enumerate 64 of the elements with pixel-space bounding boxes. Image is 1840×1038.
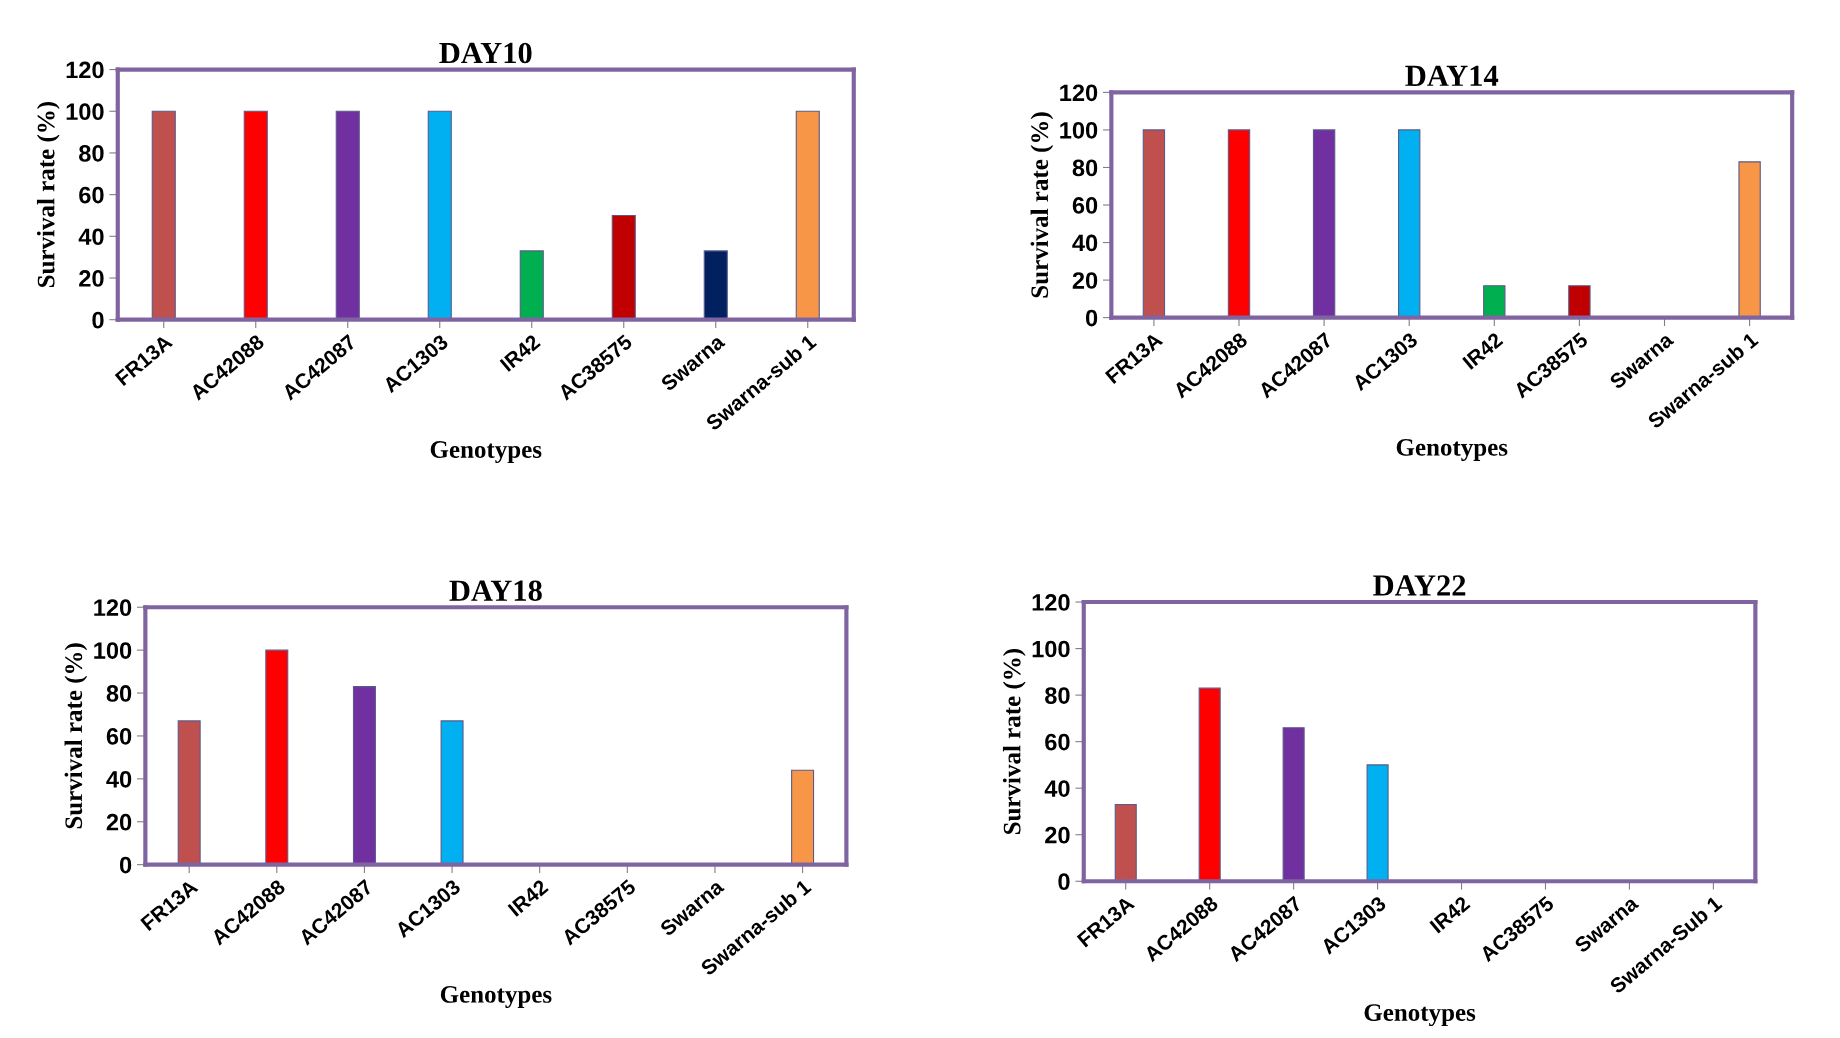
y-tick-label: 40 [1044, 780, 1070, 797]
y-tick-label: 80 [106, 685, 132, 702]
bar [1312, 129, 1336, 318]
y-axis-title: Survival rate (%) [1002, 649, 1026, 835]
bar [1142, 129, 1166, 318]
bar [1398, 129, 1421, 318]
y-tick-label: 60 [1072, 197, 1098, 214]
y-tick-label: 80 [1072, 159, 1098, 177]
bar [795, 110, 820, 320]
x-axis-title: Genotypes [440, 986, 552, 1009]
bar [703, 250, 728, 320]
y-tick-label: 60 [79, 186, 104, 204]
y-tick-label: 40 [106, 770, 132, 788]
y-tick-label: 60 [1045, 733, 1070, 751]
y-tick-label: 20 [1045, 826, 1070, 844]
y-tick-label: 0 [1085, 309, 1098, 327]
bar [177, 720, 201, 865]
bar [1366, 764, 1389, 882]
y-tick-label: 20 [1072, 272, 1098, 289]
y-axis-title: Survival rate (%) [36, 101, 60, 288]
bar [1282, 727, 1305, 882]
chart-title: DAY18 [449, 580, 542, 602]
x-axis-title: Genotypes [1396, 439, 1508, 461]
chart-title: DAY10 [439, 42, 532, 64]
y-tick-label: 40 [1072, 234, 1098, 252]
bar [1568, 285, 1591, 318]
y-tick-label: 0 [119, 856, 132, 874]
bar [151, 110, 176, 320]
bar [611, 214, 636, 320]
y-tick-label: 40 [78, 228, 104, 246]
y-tick-label: 100 [66, 103, 104, 121]
bar [1483, 285, 1506, 318]
y-tick-label: 120 [1060, 84, 1098, 102]
bar [243, 110, 268, 320]
bar [791, 769, 815, 865]
bar [335, 110, 360, 320]
y-axis-title: Survival rate (%) [1030, 112, 1054, 298]
bar [1198, 687, 1221, 882]
y-axis-title: Survival rate (%) [64, 643, 88, 829]
y-tick-label: 60 [106, 728, 132, 745]
bar [265, 649, 289, 865]
y-tick-label: 120 [94, 599, 132, 617]
y-tick-label: 100 [94, 642, 132, 659]
y-tick-label: 120 [1032, 594, 1070, 611]
bar [440, 720, 464, 865]
bar [1738, 161, 1761, 318]
x-axis-title: Genotypes [430, 441, 542, 464]
y-tick-label: 0 [92, 311, 104, 329]
y-tick-label: 100 [1060, 121, 1098, 139]
bar [1227, 129, 1251, 318]
bar [1114, 803, 1137, 882]
y-tick-label: 20 [106, 813, 132, 831]
chart-title: DAY14 [1405, 65, 1499, 86]
y-tick-label: 20 [79, 270, 104, 287]
y-tick-label: 0 [1058, 873, 1070, 891]
bar [352, 686, 376, 865]
bar [519, 250, 544, 320]
x-axis-title: Genotypes [1364, 1004, 1476, 1027]
bar [427, 110, 452, 320]
y-tick-label: 120 [66, 61, 104, 79]
y-tick-label: 80 [1045, 687, 1070, 704]
y-tick-label: 100 [1032, 640, 1070, 658]
y-tick-label: 80 [79, 145, 104, 162]
chart-title: DAY22 [1373, 575, 1466, 596]
